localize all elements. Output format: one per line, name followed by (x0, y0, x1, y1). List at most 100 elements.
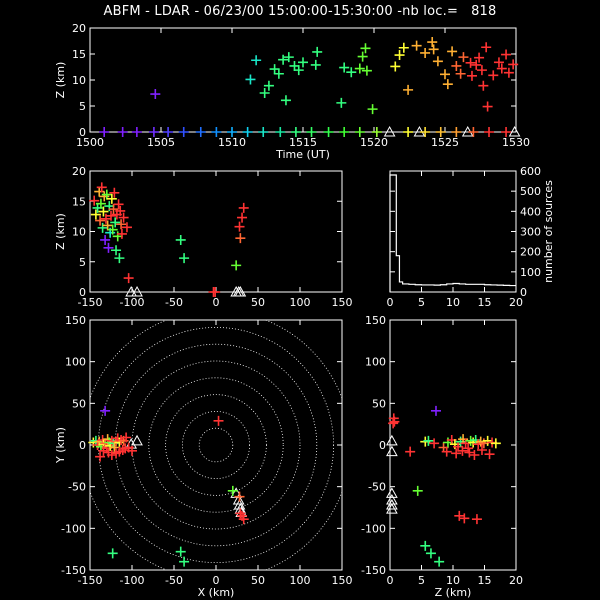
xz-point (103, 242, 114, 253)
xz-point (106, 210, 116, 221)
zy-point (434, 556, 445, 567)
xz-point (113, 199, 124, 210)
histogram-xtick-label: 5 (418, 296, 425, 309)
time_height-point (474, 52, 485, 63)
time_height-point (263, 80, 274, 91)
zy-point (457, 445, 468, 456)
xz-point (179, 253, 190, 264)
xy-point (179, 556, 190, 567)
zy-point (469, 450, 480, 460)
time_height-ytick-label: 0 (79, 126, 86, 139)
zy-site-marker (386, 445, 398, 457)
time_height-point (390, 61, 401, 72)
time_height-xtick-label: 1515 (289, 136, 317, 149)
xz-point (106, 193, 117, 204)
time_height-site-marker (508, 125, 521, 137)
time_height-point (99, 127, 110, 137)
histogram-ytick-label: 100 (520, 266, 541, 279)
zy-site-marker (386, 434, 398, 446)
time_height-point (420, 47, 431, 58)
time_height-point (312, 46, 323, 57)
zy-point (425, 548, 436, 559)
xy-point (213, 415, 224, 426)
xy-point (88, 437, 99, 448)
time_height-point (251, 55, 262, 66)
xz-point (110, 217, 121, 228)
xz-ytick-label: 5 (79, 256, 86, 269)
time_height-point (323, 127, 334, 137)
xz-point (115, 205, 126, 216)
xz-xtick-label: -100 (120, 296, 145, 309)
xz-point (102, 220, 113, 231)
xy-point (234, 491, 245, 502)
xz-point (237, 212, 248, 223)
xz-point (98, 206, 109, 217)
time_height-frame (89, 27, 517, 133)
xy-point (116, 435, 127, 445)
zy-point (429, 438, 440, 449)
time_height-point (398, 42, 409, 53)
range-ring (131, 360, 301, 530)
zy-point (423, 435, 434, 446)
time_height-point (451, 127, 462, 137)
time_height-point (336, 97, 347, 108)
time_height-xtick-label: 1510 (218, 136, 246, 149)
time_height-point (178, 127, 189, 137)
time_height-point (493, 57, 504, 68)
range-ring (114, 343, 318, 547)
xz-point (238, 202, 249, 213)
xz-point (175, 234, 186, 245)
time_height-point (339, 62, 350, 73)
time_height-point (273, 68, 284, 79)
xy-ytick-label: 100 (65, 356, 86, 369)
xy-point (100, 438, 111, 449)
xy-site-marker (131, 434, 143, 446)
zy-point (468, 437, 479, 448)
zy-frame (389, 319, 517, 571)
xy-ylabel: Y (km) (54, 427, 67, 464)
xz-point (114, 253, 125, 264)
time_height-point (403, 127, 414, 137)
histogram-ytick-label: 600 (520, 165, 541, 178)
range-ring (90, 320, 342, 570)
xy-xtick-label: -150 (78, 574, 103, 587)
histogram-ytick-label: 0 (520, 286, 527, 299)
xz-point (121, 222, 132, 233)
time_height-ytick-label: 5 (79, 100, 86, 113)
time_height-point (466, 70, 477, 81)
xz-point (95, 215, 106, 226)
time_height-xtick-label: 1525 (431, 136, 459, 149)
time_height-point (298, 57, 308, 68)
zy-point (430, 405, 441, 416)
xy-site-marker (232, 493, 245, 505)
zy-point (454, 510, 465, 521)
zy-point (459, 513, 470, 524)
zy-point (465, 435, 476, 446)
page-title: ABFM - LDAR - 06/23/00 15:00:00-15:30:00… (0, 4, 600, 19)
xz-site-marker (131, 285, 143, 297)
xz-ytick-label: 15 (72, 195, 86, 208)
zy-xtick-label: 0 (387, 574, 394, 587)
time_height-point (227, 127, 237, 137)
time_height-point (360, 43, 371, 54)
time_height-point (163, 127, 174, 137)
time_height-point (496, 63, 507, 74)
time_height-point (293, 65, 304, 76)
xz-point (96, 182, 107, 193)
xy-xtick-label: -50 (165, 574, 183, 587)
time_height-point (442, 79, 453, 90)
histogram-xtick-label: 10 (446, 296, 460, 309)
time_height-point (440, 69, 450, 80)
xz-frame (89, 170, 343, 293)
time_height-point (427, 37, 438, 48)
xz-point (235, 233, 246, 244)
xy-xlabel: X (km) (198, 586, 235, 599)
histogram-ytick-label: 400 (520, 205, 541, 218)
zy-point (451, 448, 462, 459)
time_height-point (411, 40, 422, 51)
zy-point (471, 514, 482, 525)
time_height-point (394, 50, 405, 61)
zy-point (482, 435, 493, 446)
time_height-point (371, 127, 382, 137)
time_height-point (501, 49, 512, 60)
